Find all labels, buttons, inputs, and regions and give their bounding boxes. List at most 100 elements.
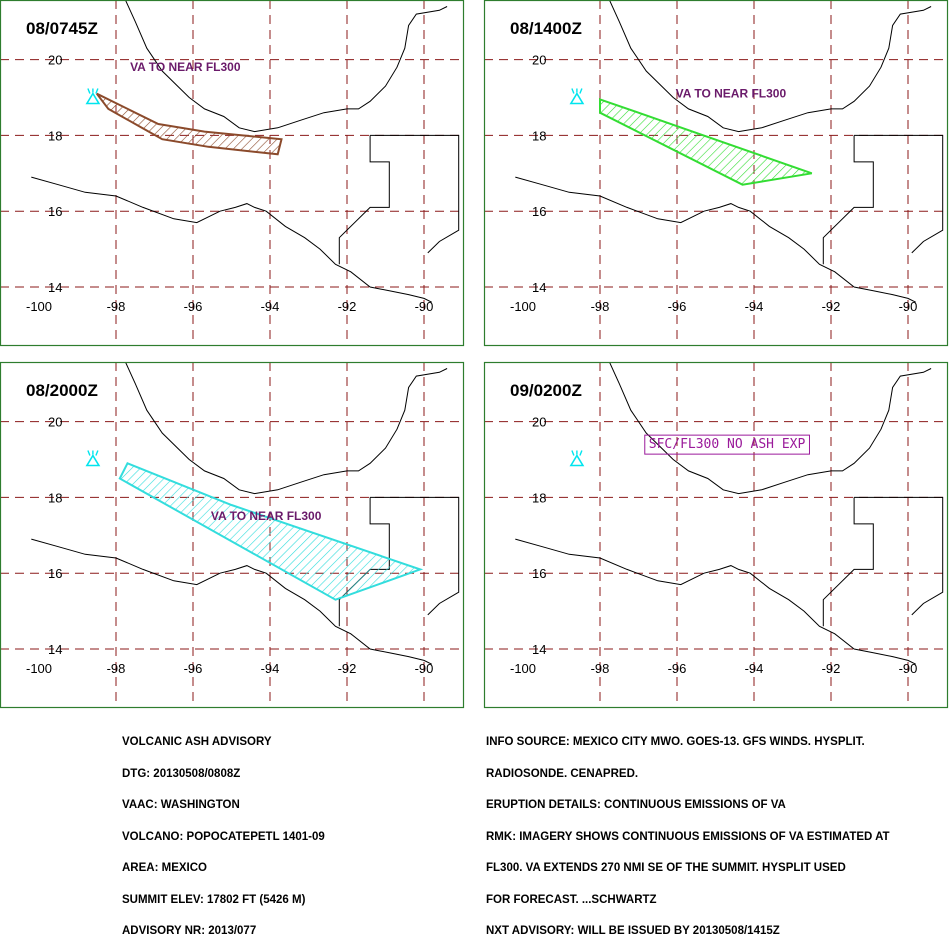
lon-tick-label: -96: [184, 661, 203, 676]
coastline: [609, 363, 932, 495]
lon-tick-label: -92: [822, 299, 841, 314]
advisory-text-right: INFO SOURCE: MEXICO CITY MWO. GOES-13. G…: [486, 716, 890, 947]
lon-tick-label: -100: [510, 661, 536, 676]
map-area: 14 16 18 20 -100 -98 -96 -94 -92 -90 VA TO NEAR FL…: [1, 1, 463, 345]
coastline: [822, 497, 874, 627]
advisory-line: FOR FORECAST. ...SCHWARTZ: [486, 893, 657, 906]
panel-time-label: 08/1400Z: [510, 19, 582, 38]
coastline: [125, 363, 448, 495]
label-box: [644, 434, 810, 455]
lon-tick-label: -94: [261, 299, 280, 314]
lat-tick-label: 16: [532, 566, 546, 581]
map-area: 14 16 18 20 -100 -98 -96 -94 -92 -90 VA TO NEAR FL…: [1, 363, 463, 707]
lat-tick-label: 14: [532, 280, 546, 295]
lon-tick-label: -92: [338, 299, 357, 314]
advisory-text-left: VOLCANIC ASH ADVISORY DTG: 20130508/0808…: [122, 716, 325, 947]
lat-tick-label: 16: [532, 204, 546, 219]
ash-cloud-polygon: [118, 462, 424, 601]
advisory-line: DTG: 20130508/0808Z: [122, 767, 241, 780]
coastline: [31, 176, 432, 303]
lon-tick-label: -96: [668, 661, 687, 676]
advisory-line: ADVISORY NR: 2013/077: [122, 925, 257, 937]
panel-frame: [0, 361, 465, 709]
advisory-line: FL300. VA EXTENDS 270 NMI SE OF THE SUMM…: [486, 862, 846, 874]
lat-tick-label: 14: [48, 642, 62, 657]
volcano-icon: [569, 88, 585, 105]
lat-tick-label: 16: [48, 204, 62, 219]
lat-tick-label: 18: [532, 490, 546, 505]
panel-time-label: 09/0200Z: [510, 381, 582, 400]
panel-2000: 14 16 18 20 -100 -98 -96 -94 -92 -90 VA TO NEAR FL…: [0, 361, 465, 709]
va-height-label: VA TO NEAR FL300: [130, 60, 241, 74]
advisory-line: RMK: IMAGERY SHOWS CONTINUOUS EMISSIONS …: [486, 830, 890, 843]
panel-1400: 14 16 18 20 -100 -98 -96 -94 -92 -90 VA TO NEAR FL…: [483, 0, 949, 347]
lon-tick-label: -98: [591, 299, 610, 314]
coastline: [515, 538, 916, 665]
map-area: 14 16 18 20 -100 -98 -96 -94 -92 -90 VA TO NEAR FL…: [485, 1, 947, 345]
coastline: [515, 176, 916, 303]
advisory-line: AREA: MEXICO: [122, 862, 207, 874]
lon-tick-label: -92: [822, 661, 841, 676]
lon-tick-label: -100: [510, 299, 536, 314]
panel-time-label: 08/0745Z: [26, 19, 98, 38]
lon-tick-label: -94: [261, 661, 280, 676]
no-ash-label: SFC/FL300 NO ASH EXP: [649, 437, 806, 452]
coastline: [370, 496, 460, 616]
coastline: [370, 134, 460, 254]
lat-tick-label: 20: [48, 415, 62, 430]
panel-0745: 14 16 18 20 -100 -98 -96 -94 -92 -90 VA TO NEAR FL…: [0, 0, 465, 347]
lon-tick-label: -100: [26, 661, 52, 676]
lon-tick-label: -98: [107, 299, 126, 314]
lon-tick-label: -98: [107, 661, 126, 676]
lon-tick-label: -98: [591, 661, 610, 676]
lat-tick-label: 14: [48, 280, 62, 295]
lat-tick-label: 16: [48, 566, 62, 581]
volcano-icon: [569, 450, 585, 467]
advisory-line: NXT ADVISORY: WILL BE ISSUED BY 20130508…: [486, 925, 780, 937]
advisory-line: VOLCANIC ASH ADVISORY: [122, 736, 272, 748]
ash-cloud-polygon: [96, 92, 283, 156]
va-height-label: VA TO NEAR FL300: [211, 509, 322, 523]
coastline: [854, 496, 944, 616]
advisory-line: RADIOSONDE. CENAPRED.: [486, 767, 639, 780]
coastline: [609, 1, 932, 133]
panel-time-label: 08/2000Z: [26, 381, 98, 400]
volcano-icon: [85, 450, 101, 467]
lon-tick-label: -90: [415, 299, 434, 314]
panel-frame: [483, 0, 949, 347]
lon-tick-label: -90: [899, 299, 918, 314]
lat-tick-label: 20: [532, 53, 546, 68]
lon-tick-label: -94: [745, 299, 764, 314]
advisory-line: VAAC: WASHINGTON: [122, 799, 240, 811]
panel-0200: 14 16 18 20 -100 -98 -96 -94 -92 -90 SFC/FL300 NO …: [483, 361, 949, 709]
lat-tick-label: 14: [532, 642, 546, 657]
lat-tick-label: 18: [48, 490, 62, 505]
lon-tick-label: -96: [184, 299, 203, 314]
map-area: 14 16 18 20 -100 -98 -96 -94 -92 -90 SFC/FL300 NO …: [485, 363, 947, 707]
coastline: [338, 135, 390, 265]
advisory-line: VOLCANO: POPOCATEPETL 1401-09: [122, 830, 325, 843]
coastline: [822, 135, 874, 265]
advisory-line: ERUPTION DETAILS: CONTINUOUS EMISSIONS O…: [486, 799, 786, 811]
lon-tick-label: -94: [745, 661, 764, 676]
coastline: [125, 1, 448, 133]
volcano-icon: [85, 88, 101, 105]
advisory-line: INFO SOURCE: MEXICO CITY MWO. GOES-13. G…: [486, 736, 865, 748]
lon-tick-label: -90: [415, 661, 434, 676]
lat-tick-label: 20: [48, 53, 62, 68]
lon-tick-label: -92: [338, 661, 357, 676]
lon-tick-label: -100: [26, 299, 52, 314]
coastline: [31, 538, 432, 665]
advisory-line: SUMMIT ELEV: 17802 FT (5426 M): [122, 893, 306, 906]
advisory-graphic: 14 16 18 20 -100 -98 -96 -94 -92 -90 VA TO NEAR FL…: [0, 0, 949, 709]
lat-tick-label: 18: [532, 128, 546, 143]
panel-frame: [0, 0, 465, 347]
panel-frame: [483, 361, 949, 709]
lon-tick-label: -96: [668, 299, 687, 314]
lat-tick-label: 20: [532, 415, 546, 430]
va-height-label: VA TO NEAR FL300: [676, 87, 787, 101]
coastline: [854, 134, 944, 254]
lat-tick-label: 18: [48, 128, 62, 143]
ash-cloud-polygon: [599, 97, 813, 186]
lon-tick-label: -90: [899, 661, 918, 676]
